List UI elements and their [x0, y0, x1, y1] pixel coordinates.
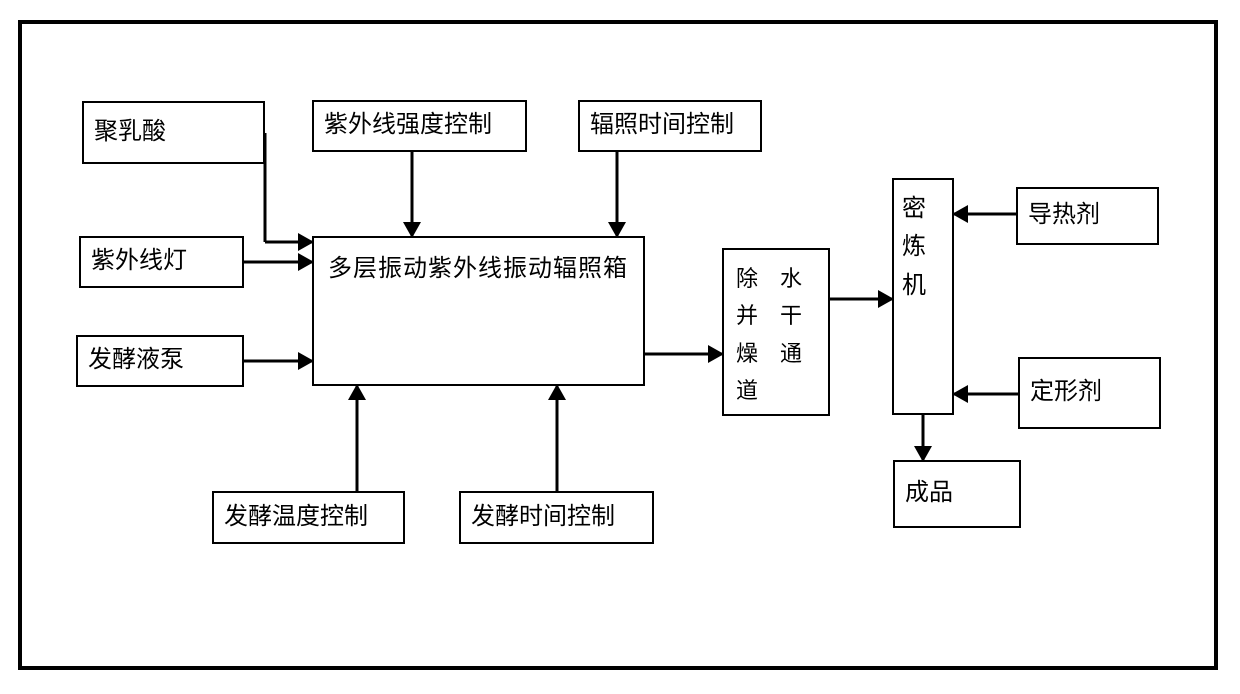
node-uv-lamp: 紫外线灯 — [79, 236, 244, 288]
node-label: 发酵温度控制 — [224, 502, 368, 533]
node-shape-agent: 定形剂 — [1018, 357, 1161, 429]
node-label: 定形剂 — [1030, 377, 1102, 408]
node-heat-agent: 导热剂 — [1016, 187, 1159, 245]
node-label: 发酵时间控制 — [471, 502, 615, 533]
node-irrad-time: 辐照时间控制 — [578, 100, 762, 152]
node-label: 导热剂 — [1028, 200, 1100, 231]
node-pla: 聚乳酸 — [82, 101, 265, 164]
node-main-box: 多层振动紫外线振动辐照箱 — [312, 236, 645, 386]
node-label: 成品 — [905, 478, 953, 509]
node-dry-channel: 除水并干燥通道 — [722, 248, 830, 416]
diagram-canvas: 聚乳酸 紫外线灯 发酵液泵 紫外线强度控制 辐照时间控制 多层振动紫外线振动辐照… — [0, 0, 1240, 694]
node-label: 密炼机 — [902, 190, 926, 305]
node-label: 多层振动紫外线振动辐照箱 — [328, 248, 628, 291]
node-label: 紫外线灯 — [91, 246, 187, 277]
node-product: 成品 — [893, 460, 1021, 528]
node-label: 除水并干燥通道 — [736, 260, 802, 410]
node-ferment-pump: 发酵液泵 — [76, 335, 244, 387]
node-uv-intensity: 紫外线强度控制 — [312, 100, 527, 152]
node-ferment-time: 发酵时间控制 — [459, 491, 654, 544]
node-label: 紫外线强度控制 — [324, 110, 492, 141]
node-label: 发酵液泵 — [88, 345, 184, 376]
node-label: 辐照时间控制 — [590, 110, 734, 141]
node-ferment-temp: 发酵温度控制 — [212, 491, 405, 544]
diagram-frame: 聚乳酸 紫外线灯 发酵液泵 紫外线强度控制 辐照时间控制 多层振动紫外线振动辐照… — [18, 20, 1218, 670]
node-label: 聚乳酸 — [94, 117, 166, 148]
node-mixer: 密炼机 — [892, 178, 954, 415]
